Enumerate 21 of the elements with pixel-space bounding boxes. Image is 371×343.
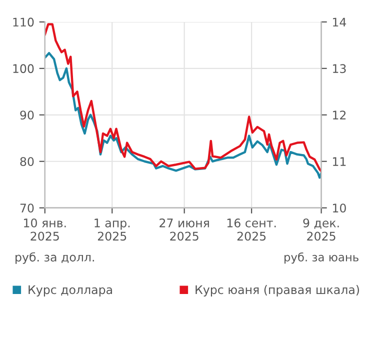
y2-tick-label: 13 [333,64,346,74]
line-series [44,52,322,179]
x-tick-label: 1 апр. 2025 [94,218,130,241]
y2-tick-label: 14 [333,18,346,26]
legend-label: Курс юаня (правая шкала) [196,285,360,296]
line-series [44,23,322,172]
y2-tick-label: 12 [333,110,346,120]
x-tick-label: 27 июня 2025 [160,218,209,241]
x-tick-label: 16 сент. 2025 [227,218,276,241]
y-tick-label: 110 [13,18,34,27]
y-tick-label: 70 [20,204,34,213]
y2-tick-label: 10 [333,204,346,213]
x-tick-label: 9 дек. 2025 [303,218,339,241]
y-axis-title: руб. за долл. [16,252,94,264]
x-tick-label: 10 янв. 2025 [24,218,66,241]
y-tick-label: 100 [13,64,34,74]
y2-axis-title: руб. за юань [284,252,358,264]
y2-tick-label: 11 [333,157,346,166]
legend-label: Курс доллара [28,285,112,296]
y-tick-label: 90 [20,110,34,120]
y-tick-label: 80 [20,157,34,166]
